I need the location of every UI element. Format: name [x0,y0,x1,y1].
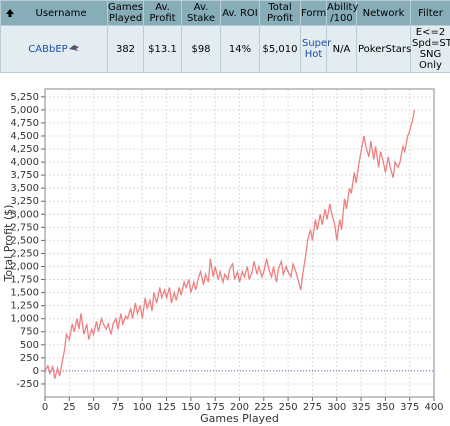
y-tick-label: 1,250 [10,301,39,312]
y-tick-label: 0 [33,366,39,377]
x-tick-label: 225 [254,402,273,413]
x-tick-label: 400 [424,402,443,413]
data-row: CABbEP 382 $13.1 $98 14% $5,010 Super Hot N/A Po… [0,25,450,73]
x-tick-label: 0 [42,402,48,413]
y-tick-label: 3,750 [10,170,39,181]
column-header[interactable]: Games Played [107,0,144,26]
cell: 382 [107,25,144,73]
cell-text: $13.1 [148,43,177,55]
y-tick-label: 2,000 [10,261,39,272]
column-header-text: Total Profit [266,2,294,24]
y-tick-label: 3,000 [10,209,39,220]
column-header[interactable]: Av. Profit [143,0,182,26]
y-tick-label: 4,750 [10,118,39,129]
cell: $5,010 [259,25,301,73]
column-header-text: Av. Stake [187,2,215,24]
y-tick-label: 2,750 [10,222,39,233]
x-tick-label: 150 [181,402,200,413]
cell: N/A [326,25,357,73]
y-tick-label: 750 [20,327,39,338]
y-tick-label: 2,250 [10,248,39,259]
cell: 14% [220,25,260,73]
x-tick-label: 325 [352,402,371,413]
column-header-text: Filter [418,7,443,19]
stats-table: Username Games Played Av. Profit Av. Stake A… [0,0,450,73]
x-tick-label: 75 [112,402,125,413]
column-header[interactable]: Network [356,0,411,26]
column-header-text: Ability /100 [327,2,359,24]
column-header[interactable]: Form [300,0,327,26]
y-tick-label: 3,250 [10,196,39,207]
y-tick-label: 5,250 [10,92,39,103]
column-header[interactable]: Av. Stake [181,0,221,26]
sort-arrow [6,8,14,17]
x-tick-label: 100 [133,402,152,413]
x-tick-label: 25 [63,402,76,413]
cell: $13.1 [143,25,182,73]
cell-text: N/A [332,43,351,55]
cell-text: $5,010 [262,43,298,55]
column-header-text: Games Played [108,2,143,24]
plot-border [44,88,435,398]
player-icon [68,45,79,51]
column-header-text: Av. Profit [149,2,176,24]
y-tick-label: 4,250 [10,144,39,155]
y-tick-label: 250 [20,353,39,364]
cell-text: $98 [191,43,211,55]
column-header[interactable]: Total Profit [259,0,301,26]
x-tick-label: 125 [157,402,176,413]
cell-text: E<=2 Spd=ST SNG Only [412,27,450,71]
y-axis-title: Total Profit ($) [2,205,15,283]
cell-text: 14% [228,43,252,55]
y-tick-label: 1,000 [10,314,39,325]
x-tick-label: 200 [230,402,249,413]
cell: $98 [181,25,221,73]
y-tick-label: 500 [20,340,39,351]
column-header-text: Av. ROI [222,7,258,19]
column-header-text: Username [35,7,87,19]
y-tick-label: 1,750 [10,275,39,286]
x-tick-label: 375 [400,402,419,413]
column-header[interactable]: Filter [410,0,450,26]
x-tick-label: 350 [376,402,395,413]
column-header-text: Form [301,7,327,19]
x-axis-title: Games Played [200,412,279,425]
x-tick-label: 300 [327,402,346,413]
column-header[interactable]: Username [0,0,108,26]
y-tick-label: -250 [16,379,39,390]
cell: E<=2 Spd=ST SNG Only [410,25,450,73]
y-tick-label: 3,500 [10,183,39,194]
y-tick-label: 4,000 [10,157,39,168]
header-row: Username Games Played Av. Profit Av. Stake A… [0,0,450,26]
y-tick-label: 2,500 [10,235,39,246]
profit-line [44,109,416,379]
cell: PokerStars [356,25,412,73]
cell-text: 382 [115,43,136,55]
cell-text: PokerStars [358,43,412,55]
column-header[interactable]: Ability /100 [326,0,359,26]
x-tick-label: 250 [279,402,298,413]
x-tick-label: 275 [303,402,322,413]
cell-text: Super Hot [302,38,332,60]
cell-text: CABbEP [28,44,68,55]
column-header[interactable]: Av. ROI [220,0,260,26]
y-tick-label: 1,500 [10,288,39,299]
column-header-text: Network [362,7,405,19]
cell[interactable]: CABbEP [0,25,108,73]
y-tick-label: 5,000 [10,105,39,116]
y-tick-label: 4,500 [10,131,39,142]
x-tick-label: 175 [206,402,225,413]
cell: Super Hot [300,25,331,73]
x-tick-label: 50 [87,402,100,413]
